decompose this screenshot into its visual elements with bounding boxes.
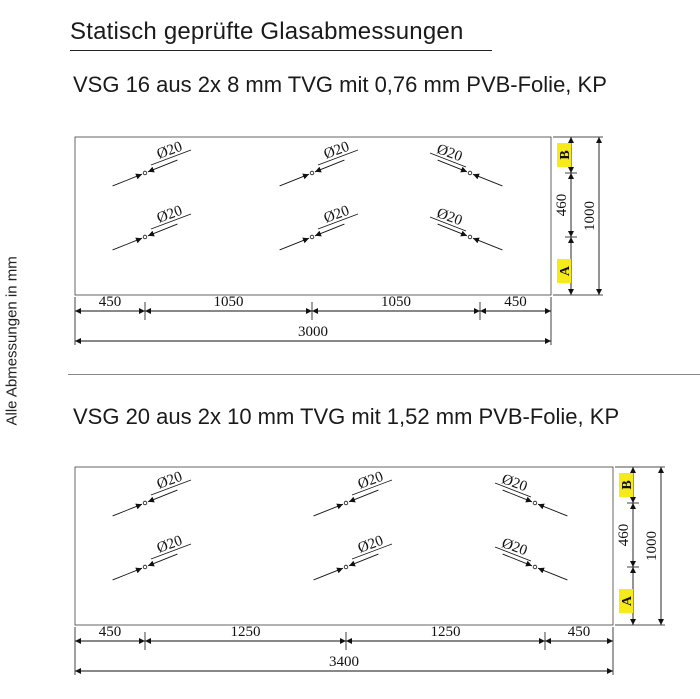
panel-1-dim-b-bg [557,143,571,167]
panel-2-hole-1-2-leader-b [147,553,178,567]
panel-2-dim-a-bg [619,589,633,613]
panel-1-hole-2-2-label-line [317,213,359,230]
panel-2-dim-mid-label: 460 [616,524,632,547]
panel-1-dim-mid-label: 460 [554,194,570,217]
panel-1-hole-1-2-label-line [150,213,192,230]
panel-2-hole-1-2-label-line [150,543,192,560]
panel-1-hole-1-1-label: Ø20 [155,139,185,163]
panel-1-hole-1-2-hole [142,234,148,240]
panel-2-dim-2-label: 1250 [231,624,261,640]
panel-2-dim-total-label: 3400 [329,654,359,670]
section-divider [68,374,700,375]
panel-1-hole-2-2-label: Ø20 [322,203,352,227]
panel-1-hole-1-2-label: Ø20 [155,203,185,227]
panel-1-hole-2-1-label-line [317,149,359,166]
panel-2-hole-2-2-leader-b [348,553,379,567]
panel-2-hole-1-1-leader-a [112,503,143,517]
panel-2-dim-4-label: 450 [568,624,591,640]
panel-1-hole-3-1-hole [467,170,473,176]
panel-2-dim-1-label: 450 [99,624,122,640]
panel-2-dim-b-bg [619,473,633,497]
panel-2-hole-2-2-label-line [351,543,393,560]
panel-2-dim-a-label: A [620,595,635,606]
panel-2-hole-2-2-leader-a [313,567,344,581]
panel-1-hole-1-1-label-line [150,149,192,166]
panel-1-dim-total-label: 3000 [298,324,328,340]
panel-1-dim-height-label: 1000 [582,201,598,231]
page-title: Statisch geprüfte Glasabmessungen [70,18,492,51]
panel-1-hole-2-1-label: Ø20 [322,139,352,163]
panel-2-heading: VSG 20 aus 2x 10 mm TVG mit 1,52 mm PVB-… [73,404,620,429]
panel-2-hole-2-2-label: Ø20 [356,533,386,557]
panel-1-hole-1-1-leader-b [147,159,178,173]
panel-1-hole-3-2-leader-b [472,237,503,251]
panel-2-hole-2-1-label-line [351,479,393,496]
panel-2-hole-2-1-hole [343,500,349,506]
panel-1-glass-outline [74,136,552,296]
panel-1-hole-2-1-leader-a [279,173,310,187]
panel-2-hole-2-2-hole [343,564,349,570]
panel-1-dim-4-label: 450 [504,294,527,310]
panel-1-dim-a-bg [557,259,571,283]
panel-1-hole-3-2-label: Ø20 [434,205,464,229]
panel-1-dim-b-label: B [558,150,573,159]
panel-1-hole-3-2-label-line [429,216,467,232]
panel-2-glass-outline [74,466,614,626]
panel-1-dim-1-label: 450 [99,294,122,310]
panel-2-hole-1-2-leader-a [112,567,143,581]
panel-2-hole-1-2-hole [142,564,148,570]
panel-2-hole-3-2-label: Ø20 [499,535,529,559]
panel-2-hole-3-1-label-line [494,482,532,498]
panel-2-hole-1-2-label: Ø20 [155,533,185,557]
panel-2-hole-3-1-hole [532,500,538,506]
panel-2-dim-height-label: 1000 [644,531,660,561]
panel-1-hole-3-1-leader-b [472,173,503,187]
panel-1-hole-3-2-hole [467,234,473,240]
panel-2-hole-1-1-label: Ø20 [155,469,185,493]
panel-1-hole-1-1-leader-a [112,173,143,187]
panel-1-hole-3-1-leader-a [437,159,468,173]
panel-2-hole-3-2-leader-b [537,567,568,581]
panel-1-hole-1-2-leader-b [147,223,178,237]
panel-1-hole-2-2-leader-a [279,237,310,251]
panel-1-hole-2-2-leader-b [314,223,345,237]
panel-2-dim-b-label: B [620,480,635,489]
panel-1-dim-a-label: A [558,265,573,276]
panel-1-hole-3-1-label: Ø20 [434,141,464,165]
panel-2-hole-3-2-leader-a [502,553,533,567]
panel-1-dim-2-label: 1050 [214,294,244,310]
panel-2-hole-3-1-label: Ø20 [499,471,529,495]
panel-2-hole-3-2-hole [532,564,538,570]
panel-1-hole-3-2-leader-a [437,223,468,237]
panel-2-dim-3-label: 1250 [431,624,461,640]
panel-1-hole-1-2-leader-a [112,237,143,251]
panel-2-hole-2-1-label: Ø20 [356,469,386,493]
panel-1-hole-3-1-label-line [429,152,467,168]
panel-1-dim-3-label: 1050 [381,294,411,310]
panel-2-hole-1-1-hole [142,500,148,506]
panel-1-hole-2-1-hole [309,170,315,176]
panel-2-hole-3-1-leader-b [537,503,568,517]
panel-2-hole-1-1-label-line [150,479,192,496]
panel-2-hole-2-1-leader-a [313,503,344,517]
panel-2-hole-2-1-leader-b [348,489,379,503]
panel-2-hole-3-1-leader-a [502,489,533,503]
panel-1-hole-2-2-hole [309,234,315,240]
panel-2-hole-3-2-label-line [494,546,532,562]
panel-1-heading: VSG 16 aus 2x 8 mm TVG mit 0,76 mm PVB-F… [73,72,607,97]
panel-1-hole-2-1-leader-b [314,159,345,173]
panel-2-hole-1-1-leader-b [147,489,178,503]
panel-1-hole-1-1-hole [142,170,148,176]
